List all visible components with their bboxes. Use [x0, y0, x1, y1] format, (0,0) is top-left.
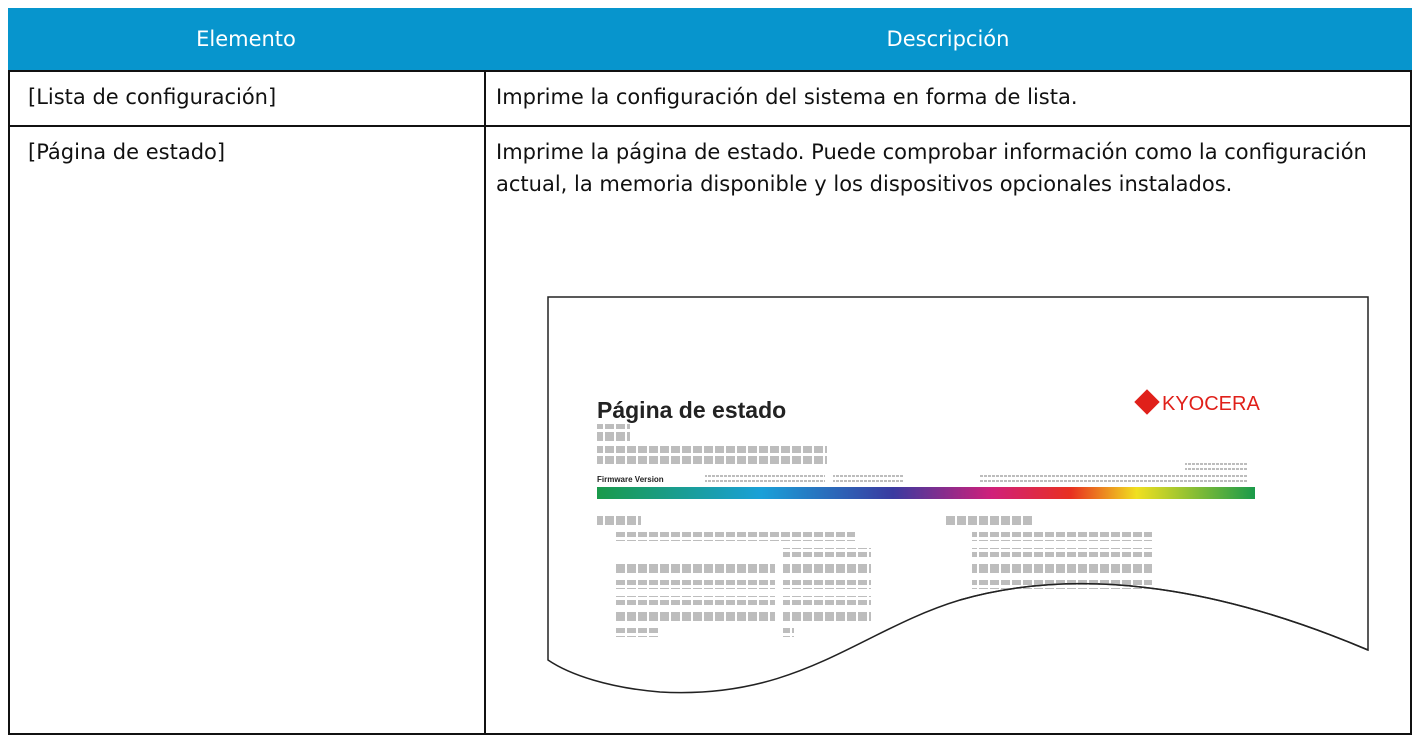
logo-text: KYOCERA — [1162, 393, 1260, 415]
placeholder — [1185, 463, 1248, 470]
placeholder — [833, 475, 903, 482]
cell-text: [Lista de configuración] — [28, 85, 277, 109]
table-cell: Imprime la página de estado. Puede compr… — [484, 125, 1412, 735]
placeholder — [597, 424, 630, 442]
color-bar — [597, 487, 1255, 499]
table-cell: Imprime la configuración del sistema en … — [484, 70, 1412, 127]
cell-text: Imprime la página de estado. Puede compr… — [496, 140, 1367, 196]
firmware-label: Firmware Version — [597, 475, 664, 484]
header-cell: Elemento — [8, 8, 484, 70]
placeholder — [705, 475, 825, 482]
paper-title: Página de estado — [597, 397, 786, 423]
placeholder — [980, 475, 1248, 482]
paper-edge — [959, 582, 1369, 651]
header-cell: Descripción — [484, 8, 1412, 70]
cell-text: Imprime la configuración del sistema en … — [496, 85, 1078, 109]
placeholder — [597, 446, 827, 464]
cell-text: [Página de estado] — [28, 140, 226, 164]
